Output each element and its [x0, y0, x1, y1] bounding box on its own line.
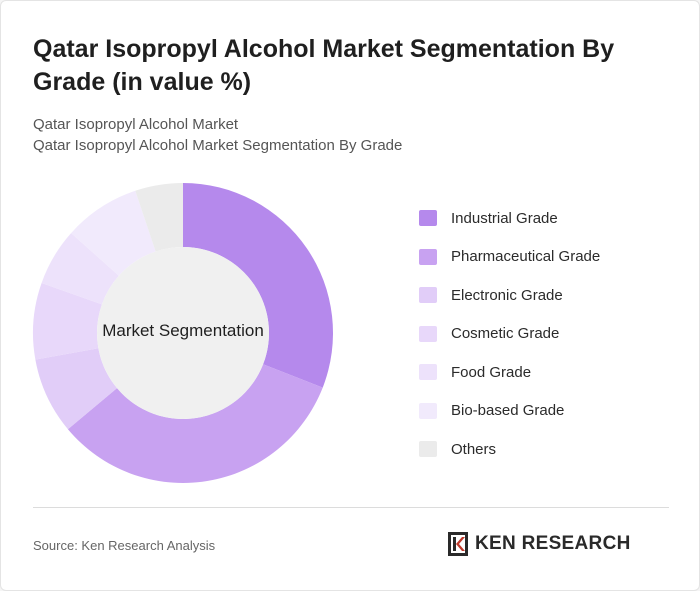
- legend-item-industrial-grade: Industrial Grade: [419, 208, 600, 228]
- donut-chart: [32, 183, 333, 484]
- legend-label-food-grade: Food Grade: [451, 363, 532, 381]
- slice-bio-based-grade: [71, 190, 156, 276]
- breadcrumb: Qatar Isopropyl Alcohol Market Qatar Iso…: [33, 114, 402, 156]
- legend-swatch-food-grade: [419, 364, 437, 380]
- legend-label-industrial-grade: Industrial Grade: [451, 209, 558, 227]
- slice-others: [135, 183, 183, 252]
- slice-food-grade: [41, 233, 119, 305]
- legend-item-others: Others: [419, 439, 600, 459]
- slice-electronic-grade: [35, 348, 118, 430]
- slice-cosmetic-grade: [32, 282, 102, 360]
- legend-label-pharmaceutical-grade: Pharmaceutical Grade: [451, 248, 601, 265]
- donut-center-label: Market Segmentation: [102, 321, 264, 340]
- donut-hole: [97, 247, 269, 419]
- legend-item-bio-based-grade: Bio-based Grade: [419, 401, 600, 421]
- legend-item-cosmetic-grade: Cosmetic Grade: [419, 324, 600, 344]
- legend-item-pharmaceutical-grade: Pharmaceutical Grade: [419, 247, 600, 267]
- legend-label-cosmetic-grade: Cosmetic Grade: [451, 325, 560, 342]
- footer-divider: [33, 507, 669, 508]
- legend-swatch-cosmetic-grade: [419, 325, 437, 342]
- legend: Industrial Grade Pharmaceutical Grade Elec…: [419, 208, 600, 478]
- legend-swatch-others: [419, 441, 437, 457]
- legend-swatch-pharmaceutical-grade: [419, 248, 437, 265]
- donut-slices: [32, 183, 333, 484]
- ken-research-logo-text: KEN RESEARCH: [475, 533, 631, 554]
- legend-label-bio-based-grade: Bio-based Grade: [451, 402, 565, 419]
- chart-title: Qatar Isopropyl Alcohol Market Segmentat…: [33, 35, 615, 96]
- legend-swatch-bio-based-grade: [419, 402, 437, 419]
- legend-item-food-grade: Food Grade: [419, 362, 600, 382]
- source-text: Source: Ken Research Analysis: [33, 538, 216, 553]
- breadcrumb-segmentation: Qatar Isopropyl Alcohol Market Segmentat…: [33, 137, 403, 154]
- legend-swatch-industrial-grade: [419, 210, 437, 226]
- legend-label-electronic-grade: Electronic Grade: [451, 286, 563, 304]
- legend-swatch-electronic-grade: [419, 287, 437, 303]
- breadcrumb-market: Qatar Isopropyl Alcohol Market: [33, 116, 239, 133]
- slice-industrial-grade: [183, 183, 333, 388]
- ken-research-logo-icon: [448, 532, 468, 556]
- ken-research-logo: KEN RESEARCH: [447, 531, 631, 557]
- slice-pharmaceutical-grade: [67, 364, 323, 484]
- legend-item-electronic-grade: Electronic Grade: [419, 285, 600, 305]
- legend-label-others: Others: [451, 440, 497, 458]
